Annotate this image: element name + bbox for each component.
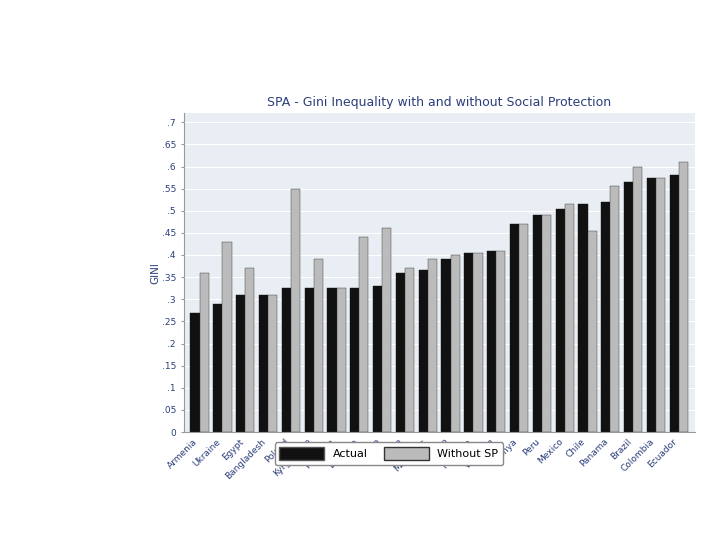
Bar (328, 288, 336, 432)
Bar (222, 242, 232, 432)
Bar (601, 202, 611, 432)
Bar (382, 228, 391, 432)
Bar (305, 288, 314, 432)
Bar (542, 215, 551, 432)
Bar (519, 224, 528, 432)
Bar (670, 176, 679, 432)
Bar (405, 268, 414, 432)
Bar (578, 204, 588, 432)
Bar (656, 178, 665, 432)
Bar (259, 295, 268, 432)
Text: Impact of SP on inequality: Impact of SP on inequality (209, 38, 720, 72)
Bar (373, 286, 382, 432)
Bar (246, 268, 254, 432)
Bar (588, 231, 597, 432)
Bar (647, 178, 656, 432)
Bar (464, 253, 474, 432)
Bar (633, 166, 642, 432)
Bar (487, 251, 496, 432)
Text: SPA: SPA (163, 48, 196, 63)
Bar (624, 182, 633, 432)
Legend: Actual, Without SP: Actual, Without SP (275, 442, 503, 465)
Bar (556, 208, 564, 432)
Bar (679, 162, 688, 432)
Bar (199, 273, 209, 432)
Bar (451, 255, 460, 432)
Y-axis label: GINI: GINI (150, 262, 160, 284)
Bar (359, 237, 369, 432)
Bar (282, 288, 291, 432)
Bar (564, 204, 574, 432)
Bar (611, 186, 619, 432)
Bar (474, 253, 482, 432)
Bar (350, 288, 359, 432)
Bar (191, 313, 199, 432)
Bar (428, 259, 437, 432)
Bar (291, 188, 300, 432)
Bar (533, 215, 542, 432)
Title: SPA - Gini Inequality with and without Social Protection: SPA - Gini Inequality with and without S… (267, 97, 611, 110)
Bar (396, 273, 405, 432)
Bar (236, 295, 246, 432)
Bar (441, 259, 451, 432)
Bar (496, 251, 505, 432)
Bar (418, 271, 428, 432)
Bar (336, 288, 346, 432)
Bar (268, 295, 277, 432)
Bar (510, 224, 519, 432)
Bar (213, 303, 222, 432)
Bar (314, 259, 323, 432)
